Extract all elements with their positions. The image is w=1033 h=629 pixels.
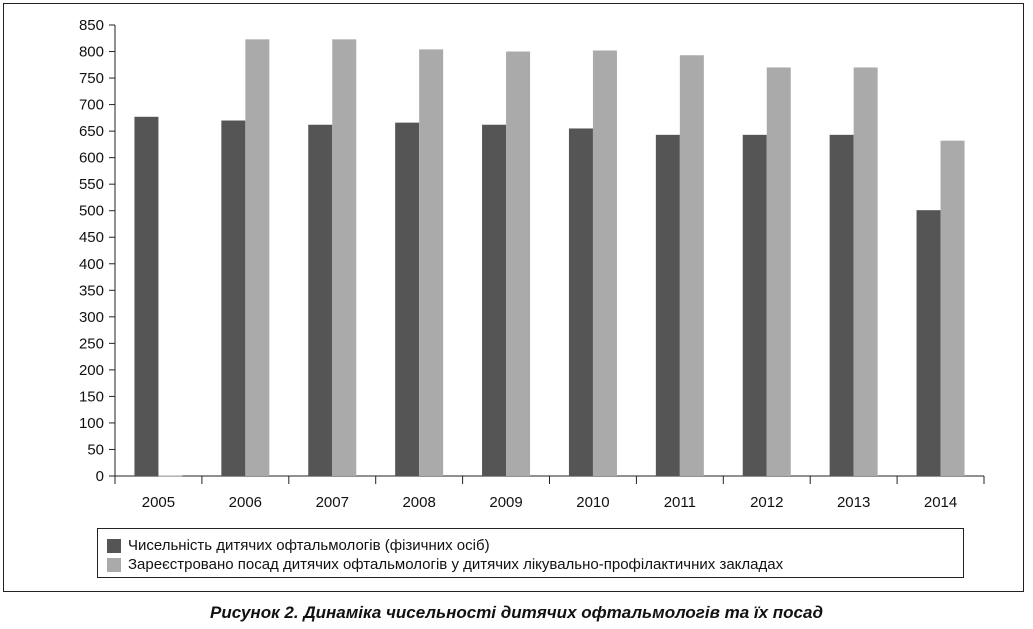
y-tick-label: 100 — [79, 415, 104, 432]
bar-series-2-2013 — [853, 67, 878, 477]
bar-series-1-2011 — [655, 134, 680, 476]
bar-series-1-2005 — [134, 116, 159, 477]
y-tick-label: 150 — [79, 388, 104, 405]
legend-label-series-1: Чисельність дитячих офтальмологів (фізич… — [128, 537, 490, 554]
y-tick-label: 350 — [79, 282, 104, 299]
bar-series-2-2006 — [245, 39, 270, 477]
y-tick-label: 450 — [79, 229, 104, 246]
bar-series-2-2011 — [679, 55, 704, 476]
y-tick-label: 600 — [79, 150, 104, 167]
x-tick-label: 2008 — [402, 494, 435, 511]
bar-series-1-2006 — [221, 120, 246, 476]
bar-series-1-2013 — [829, 134, 854, 476]
y-tick-label: 750 — [79, 70, 104, 87]
bar-series-1-2008 — [395, 122, 420, 476]
y-tick-label: 0 — [96, 468, 104, 485]
bar-series-2-2009 — [506, 51, 531, 476]
y-tick-label: 250 — [79, 335, 104, 352]
y-tick-label: 50 — [87, 441, 104, 458]
x-tick-label: 2007 — [316, 494, 349, 511]
x-tick-label: 2005 — [142, 494, 175, 511]
bar-series-1-2009 — [482, 124, 507, 477]
y-tick-label: 300 — [79, 309, 104, 326]
y-axis: 0 50 100 150 200 250 300 350 400 450 500 550 600 650 7… — [79, 17, 116, 485]
x-tick-label: 2012 — [750, 494, 783, 511]
y-tick-label: 500 — [79, 203, 104, 220]
x-tick-label: 2006 — [229, 494, 262, 511]
y-tick-label: 550 — [79, 176, 104, 193]
bar-series-2-2005 — [158, 475, 183, 477]
x-tick-label: 2010 — [576, 494, 609, 511]
bars — [134, 39, 965, 477]
bar-series-1-2010 — [568, 128, 593, 476]
legend-swatch-series-1 — [107, 538, 121, 553]
x-axis: 2005 2006 2007 2008 2009 2010 2011 2012 2013 2014 — [114, 475, 985, 511]
legend-item-series-1: Чисельність дитячих офтальмологів (фізич… — [107, 537, 963, 554]
figure-caption: Рисунок 2. Динаміка чисельності дитячих … — [210, 603, 823, 622]
legend-label-series-2: Зареєстровано посад дитячих офтальмологі… — [128, 556, 784, 573]
x-tick-label: 2009 — [489, 494, 522, 511]
y-tick-label: 800 — [79, 44, 104, 61]
x-tick-label: 2013 — [837, 494, 870, 511]
x-tick-label: 2014 — [924, 494, 957, 511]
y-tick-label: 850 — [79, 17, 104, 34]
bar-series-2-2010 — [592, 50, 617, 477]
bar-series-2-2012 — [766, 67, 791, 477]
x-tick-label: 2011 — [664, 494, 696, 511]
bar-series-1-2007 — [308, 124, 333, 477]
legend-swatch-series-2 — [107, 557, 121, 572]
bar-series-2-2014 — [940, 140, 965, 477]
bar-series-1-2012 — [742, 134, 767, 476]
legend-item-series-2: Зареєстровано посад дитячих офтальмологі… — [107, 556, 963, 573]
bar-series-2-2007 — [332, 39, 357, 477]
bar-series-2-2008 — [419, 49, 444, 477]
y-tick-label: 650 — [79, 123, 104, 140]
bar-series-1-2014 — [916, 210, 941, 476]
y-tick-label: 200 — [79, 362, 104, 379]
y-tick-label: 400 — [79, 256, 104, 273]
legend: Чисельність дитячих офтальмологів (фізич… — [97, 528, 964, 578]
y-tick-label: 700 — [79, 97, 104, 114]
